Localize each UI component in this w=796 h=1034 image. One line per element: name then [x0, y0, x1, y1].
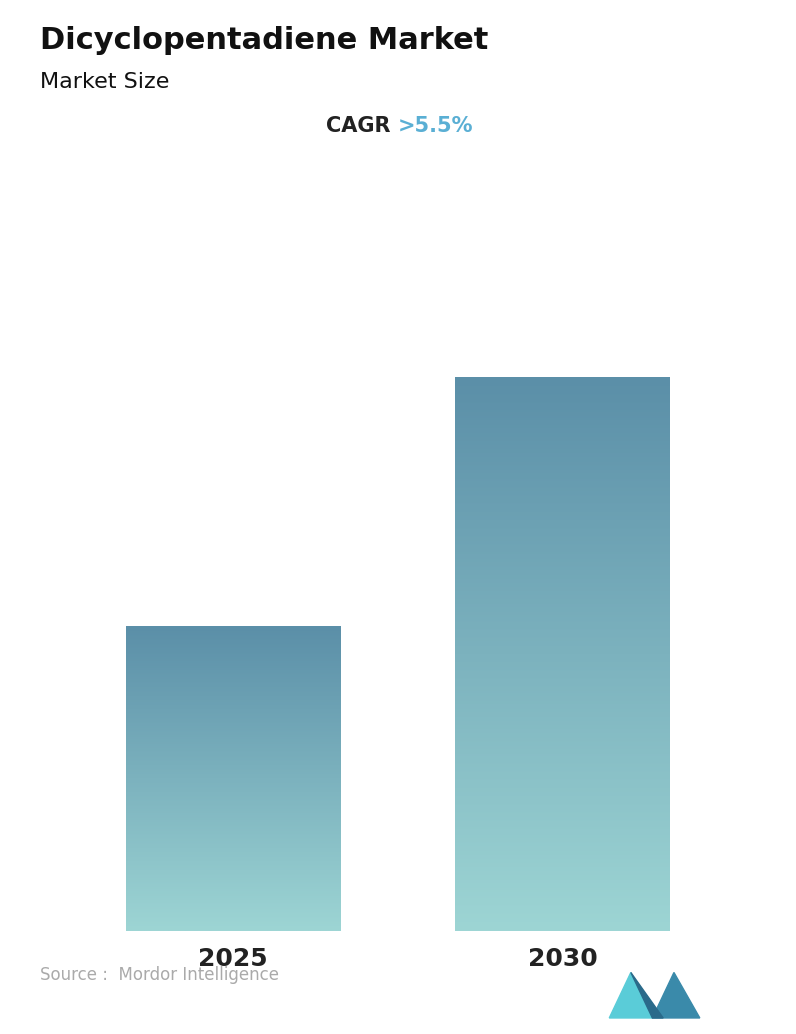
Text: Market Size: Market Size — [40, 72, 170, 92]
Polygon shape — [631, 972, 663, 1017]
Polygon shape — [653, 972, 700, 1017]
Text: >5.5%: >5.5% — [398, 116, 474, 135]
Text: Source :  Mordor Intelligence: Source : Mordor Intelligence — [40, 967, 279, 984]
Text: CAGR: CAGR — [326, 116, 398, 135]
Text: Dicyclopentadiene Market: Dicyclopentadiene Market — [40, 26, 488, 55]
Polygon shape — [609, 972, 653, 1017]
